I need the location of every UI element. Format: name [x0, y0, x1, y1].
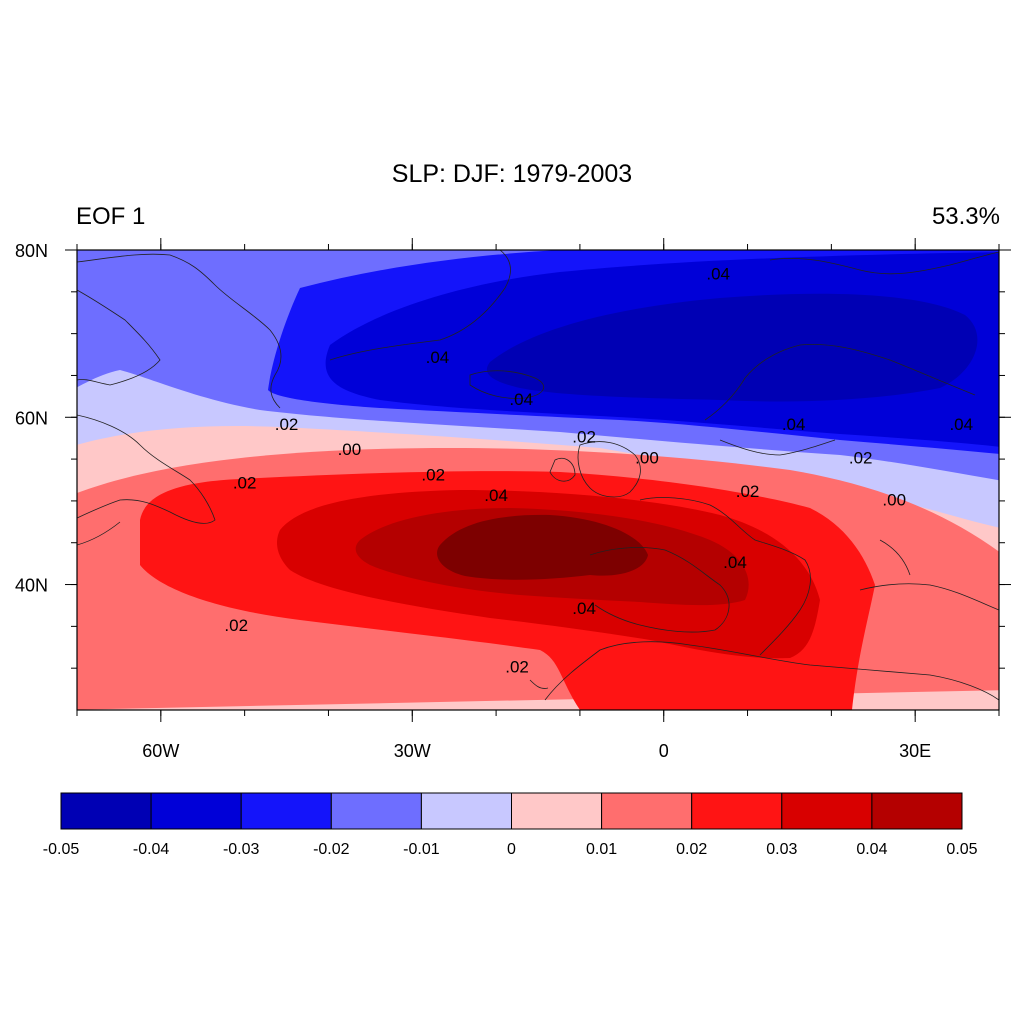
variance-percent-label: 53.3%	[931, 203, 1000, 230]
coastline-006	[469, 370, 545, 399]
colorbar-label: 0	[507, 841, 516, 858]
colorbar-label: -0.04	[133, 841, 170, 858]
contour-label: .02	[224, 616, 248, 635]
colorbar-label: 0.03	[766, 841, 797, 858]
contour-label: .04	[723, 553, 747, 572]
contour-label: .04	[484, 486, 508, 505]
colorbar-swatch	[150, 792, 242, 830]
contour-label: .04	[949, 415, 973, 434]
x-tick-label: 0	[659, 741, 669, 761]
contour-label: .02	[421, 465, 445, 484]
colorbar-swatch	[511, 792, 603, 830]
coastline-004	[77, 521, 121, 546]
colorbar: -0.05 -0.04 -0.03 -0.02 -0.01 0 0.01 0.02 0.03 0.…	[43, 792, 978, 858]
contour-label: .04	[706, 265, 730, 284]
contour-label: .00	[882, 490, 906, 509]
colorbar-swatch	[601, 792, 693, 830]
colorbar-swatch	[781, 792, 873, 830]
y-tick-label: 60N	[15, 408, 48, 428]
coastline-003	[77, 414, 216, 524]
contour-label: .02	[736, 482, 760, 501]
colorbar-label: -0.03	[223, 841, 260, 858]
contour-label: .00	[635, 449, 659, 468]
colorbar-swatch	[240, 792, 332, 830]
coastline-016	[879, 539, 911, 576]
contour-label: .02	[233, 474, 257, 493]
coastline-011	[544, 641, 999, 701]
contour-label: .02	[505, 658, 529, 677]
colorbar-label: 0.01	[586, 841, 617, 858]
y-tick-label: 40N	[15, 576, 48, 596]
coastline-015	[769, 251, 999, 275]
colorbar-label: 0.02	[676, 841, 707, 858]
contour-label: .04	[572, 599, 596, 618]
colorbar-label: -0.05	[43, 841, 80, 858]
axis-ticks: 60W 30W 0 30E 80N 60N 40N	[15, 238, 1011, 761]
contour-label: .00	[338, 440, 362, 459]
colorbar-swatch	[330, 792, 422, 830]
eof-label: EOF 1	[76, 203, 146, 230]
coastline-008	[549, 458, 576, 482]
colorbar-label: 0.04	[856, 841, 887, 858]
y-tick-label: 80N	[15, 241, 48, 261]
colorbar-swatch	[691, 792, 783, 830]
coastline-002	[77, 289, 161, 386]
colorbar-swatch	[871, 792, 963, 830]
x-tick-label: 30E	[899, 741, 931, 761]
contour-labels: .04 .04 .02 .04 .02 .04 .04 .02 .00 .00 .02 .02 .04.…	[224, 265, 973, 677]
colorbar-label: -0.01	[403, 841, 440, 858]
coastline-007	[577, 441, 641, 498]
figure-title: SLP: DJF: 1979-2003	[391, 160, 633, 188]
coastline-009	[639, 497, 811, 656]
contour-field	[77, 250, 999, 710]
coastline-014	[859, 583, 999, 611]
colorbar-swatch	[420, 792, 512, 830]
contour-label: .04	[426, 348, 450, 367]
contour-band-pos-005	[437, 514, 648, 580]
contour-label: .02	[275, 415, 299, 434]
coastline-001	[77, 253, 282, 409]
contour-label: .02	[572, 428, 596, 447]
map-frame	[76, 249, 1000, 711]
coastline-005	[329, 250, 511, 361]
x-tick-label: 60W	[142, 741, 179, 761]
colorbar-label: 0.05	[946, 841, 977, 858]
colorbar-swatch	[60, 792, 152, 830]
coastline-010	[589, 547, 730, 633]
coastlines	[77, 250, 999, 701]
contour-band-neg-005	[486, 293, 978, 402]
coastline-013	[719, 439, 836, 456]
contour-label: .04	[509, 390, 533, 409]
coastline-017	[529, 679, 549, 689]
coastline-012	[704, 344, 976, 421]
contour-label: .02	[849, 449, 873, 468]
colorbar-label: -0.02	[313, 841, 350, 858]
x-tick-label: 30W	[394, 741, 431, 761]
contour-label: .04	[782, 415, 806, 434]
